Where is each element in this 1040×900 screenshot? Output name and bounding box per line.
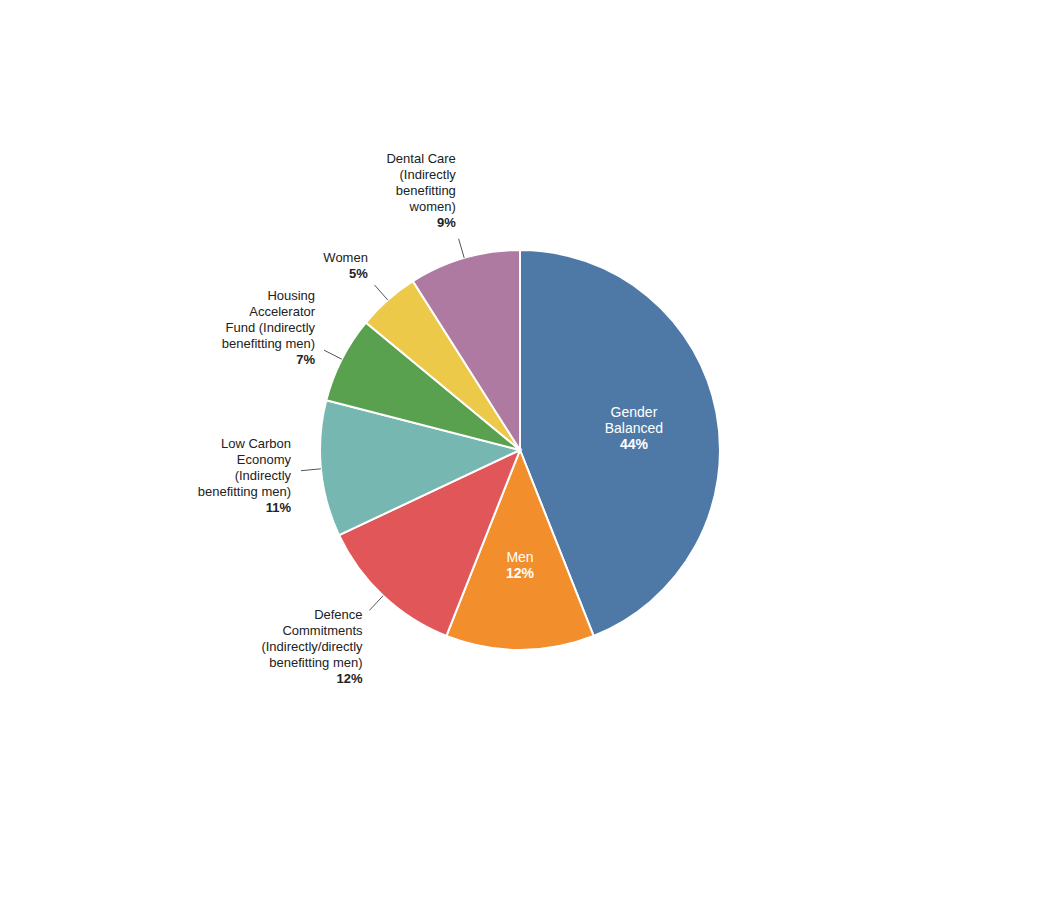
value-label: 12% [337,671,363,686]
pie: GenderBalanced44%Men12%DefenceCommitment… [198,151,720,686]
category-label-line: benefitting men) [198,484,291,499]
leader-line [324,350,342,359]
category-label-line: Commitments [282,623,363,638]
category-label-line: Defence [314,607,362,622]
category-label-line: women) [409,199,456,214]
category-label-line: benefitting [396,183,456,198]
category-label: HousingAcceleratorFund (Indirectlybenefi… [222,288,316,351]
category-label-line: Balanced [605,420,663,436]
value-label: 5% [349,266,368,281]
category-label-line: Men [506,549,533,565]
category-label: Dental Care(Indirectlybenefittingwomen) [386,151,456,214]
labels: GenderBalanced44%Men12%DefenceCommitment… [198,151,663,686]
category-label: GenderBalanced [605,404,663,436]
slice-label: DefenceCommitments(Indirectly/directlybe… [261,607,363,686]
category-label: DefenceCommitments(Indirectly/directlybe… [261,607,363,670]
value-label: 11% [266,500,292,515]
category-label-line: benefitting men) [222,336,315,351]
slice [413,250,520,450]
slice-label: Men12% [506,549,535,581]
category-label-line: (Indirectly/directly [261,639,363,654]
category-label-line: Dental Care [386,151,455,166]
slices [320,250,720,650]
value-label: 9% [437,215,456,230]
leader-line [301,469,321,471]
chart: GenderBalanced44%Men12%DefenceCommitment… [0,0,1040,900]
category-label-line: Housing [267,288,315,303]
slice-label: HousingAcceleratorFund (Indirectlybenefi… [222,288,316,367]
category-label-line: (Indirectly [399,167,456,182]
value-label: 7% [296,352,315,367]
slice-label: Dental Care(Indirectlybenefittingwomen)9… [386,151,456,230]
value-label: 44% [620,436,649,452]
category-label: Low CarbonEconomy(Indirectlybenefitting … [198,436,292,499]
category-label-line: Accelerator [249,304,315,319]
slice-label: Women5% [323,250,368,281]
category-label-line: Fund (Indirectly [225,320,315,335]
category-label: Women [323,250,368,265]
category-label-line: Economy [237,452,292,467]
category-label-line: Gender [611,404,658,420]
category-label-line: Low Carbon [221,436,291,451]
category-label-line: Women [323,250,368,265]
slice-label: GenderBalanced44% [605,404,663,452]
leader-line [369,596,383,611]
value-label: 12% [506,565,535,581]
category-label-line: benefitting men) [269,655,362,670]
slice-label: Low CarbonEconomy(Indirectlybenefitting … [198,436,292,515]
leader-line [459,239,465,258]
category-label-line: (Indirectly [235,468,292,483]
category-label: Men [506,549,533,565]
leader-line [375,285,388,300]
